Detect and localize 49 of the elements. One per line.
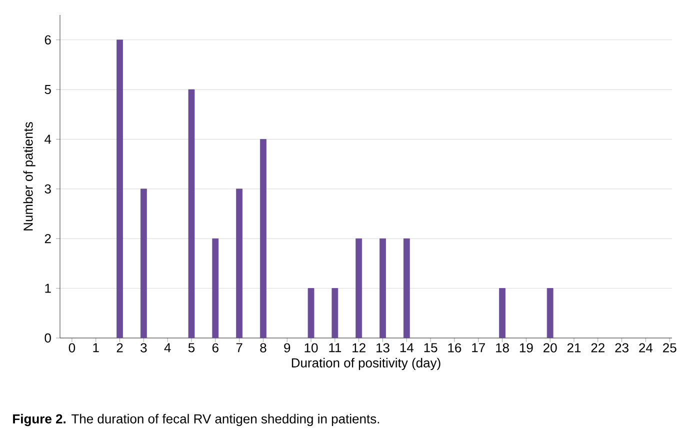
bar (308, 288, 314, 338)
bar (380, 238, 386, 338)
x-tick-label: 23 (615, 343, 628, 352)
bar (356, 238, 362, 338)
x-tick-label: 0 (68, 343, 76, 352)
bar (212, 238, 219, 338)
x-tick-label: 15 (424, 343, 438, 352)
bar (403, 238, 410, 338)
bar (236, 188, 243, 338)
bar (499, 288, 506, 338)
y-tick-label: 1 (45, 284, 51, 293)
x-tick-label: 24 (639, 343, 653, 352)
x-tick-label: 5 (188, 343, 195, 352)
x-tick-label: 4 (164, 343, 171, 352)
x-tick-label: 17 (472, 343, 485, 352)
x-tick-label: 19 (520, 343, 533, 352)
x-axis-title: Duration of positivity (day) (292, 358, 440, 370)
x-tick-label: 22 (591, 343, 604, 352)
x-tick-label: 16 (448, 343, 462, 352)
x-tick-label: 11 (329, 343, 342, 352)
x-tick-label: 3 (140, 343, 147, 352)
bar (332, 288, 338, 338)
y-tick-label: 0 (44, 333, 51, 343)
bar (116, 40, 123, 338)
bar (188, 89, 195, 338)
y-tick-label: 5 (44, 85, 51, 94)
y-tick-label: 6 (44, 35, 51, 44)
x-tick-label: 18 (496, 343, 509, 352)
bar (260, 139, 266, 338)
x-tick-label: 13 (376, 343, 390, 352)
x-tick-label: 10 (304, 343, 318, 352)
x-tick-label: 14 (400, 343, 414, 352)
bar (546, 288, 554, 338)
x-tick-label: 20 (544, 343, 557, 352)
x-tick-label: 2 (116, 343, 123, 352)
x-tick-label: 25 (663, 343, 676, 352)
y-axis-title: Number of patients (23, 122, 36, 230)
x-tick-label: 21 (567, 343, 581, 352)
x-tick-label: 9 (284, 343, 290, 352)
x-tick-label: 8 (260, 343, 266, 352)
y-tick-label: 4 (44, 134, 52, 144)
y-tick-label: 3 (44, 184, 51, 194)
y-tick-label: 2 (44, 234, 51, 244)
x-tick-label: 6 (212, 343, 218, 352)
x-tick-label: 1 (93, 343, 99, 352)
x-tick-label: 7 (236, 343, 242, 352)
bar (140, 188, 147, 338)
x-tick-label: 12 (352, 343, 366, 352)
text: Figure 2. The duration of fecal RV antigen shedding in patients. (13, 414, 380, 426)
